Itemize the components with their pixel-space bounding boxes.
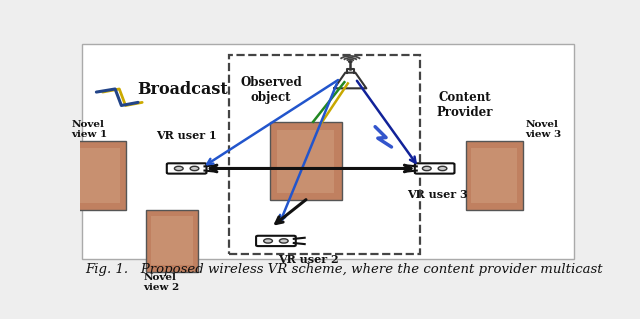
Text: Fig. 1.   Proposed wireless VR scheme, where the content provider multicast: Fig. 1. Proposed wireless VR scheme, whe… (85, 263, 603, 276)
FancyBboxPatch shape (256, 236, 296, 246)
FancyBboxPatch shape (74, 148, 120, 203)
Text: Novel
view 1: Novel view 1 (71, 120, 108, 139)
FancyBboxPatch shape (471, 148, 517, 203)
Circle shape (280, 239, 288, 243)
FancyBboxPatch shape (146, 210, 198, 272)
Text: Observed
object: Observed object (240, 76, 302, 104)
FancyBboxPatch shape (167, 163, 207, 174)
FancyBboxPatch shape (69, 141, 126, 210)
Circle shape (175, 166, 183, 171)
Text: Novel
view 2: Novel view 2 (143, 273, 179, 292)
FancyBboxPatch shape (151, 216, 193, 265)
FancyBboxPatch shape (83, 44, 573, 259)
FancyBboxPatch shape (269, 122, 342, 200)
FancyBboxPatch shape (415, 163, 454, 174)
Circle shape (422, 166, 431, 171)
Text: Content
Provider: Content Provider (436, 91, 493, 119)
Polygon shape (346, 69, 354, 73)
Text: Novel
view 3: Novel view 3 (525, 120, 561, 139)
Text: VR user 3: VR user 3 (407, 189, 467, 200)
Bar (229, 56, 420, 255)
Circle shape (190, 166, 199, 171)
Text: Broadcast: Broadcast (137, 81, 228, 98)
Polygon shape (334, 73, 366, 88)
Circle shape (438, 166, 447, 171)
Circle shape (264, 239, 273, 243)
Text: VR user 1: VR user 1 (156, 130, 217, 141)
FancyBboxPatch shape (277, 130, 335, 193)
Circle shape (349, 61, 352, 63)
FancyBboxPatch shape (466, 141, 523, 210)
Text: VR user 2: VR user 2 (278, 254, 339, 265)
